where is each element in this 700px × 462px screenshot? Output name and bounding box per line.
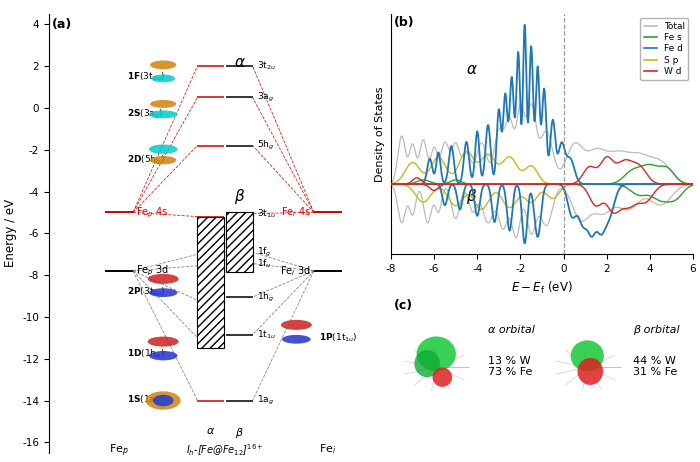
Text: $\alpha$: $\alpha$ (466, 62, 478, 77)
Text: 1t$_{1u}$: 1t$_{1u}$ (257, 328, 276, 341)
Text: 5h$_g$: 5h$_g$ (257, 139, 274, 152)
Ellipse shape (281, 320, 312, 330)
Ellipse shape (414, 350, 440, 377)
Text: 1f$_u$: 1f$_u$ (257, 257, 272, 270)
Text: 3t$_{1u}$: 3t$_{1u}$ (257, 207, 276, 220)
Ellipse shape (149, 288, 178, 297)
Text: $\mathbf{2S}$(3a$_g$): $\mathbf{2S}$(3a$_g$) (127, 108, 163, 121)
Ellipse shape (150, 156, 176, 164)
Ellipse shape (146, 391, 181, 410)
Text: 1f$_g$: 1f$_g$ (257, 246, 272, 259)
Text: α orbital: α orbital (488, 325, 535, 335)
Text: $\mathbf{2D}$(5h$_g$): $\mathbf{2D}$(5h$_g$) (127, 153, 164, 167)
Ellipse shape (149, 351, 178, 360)
Text: 13 % W
73 % Fe: 13 % W 73 % Fe (488, 356, 532, 377)
Text: 3t$_{2u}$: 3t$_{2u}$ (257, 60, 276, 73)
Text: $\mathbf{2P}$(3t$_{1u}$): $\mathbf{2P}$(3t$_{1u}$) (127, 286, 165, 298)
X-axis label: $E-E_\mathrm{f}$ (eV): $E-E_\mathrm{f}$ (eV) (511, 280, 573, 296)
Ellipse shape (282, 335, 311, 344)
Ellipse shape (153, 395, 174, 406)
Text: $I_h$-[Fe@Fe$_{12}$]$^{16+}$: $I_h$-[Fe@Fe$_{12}$]$^{16+}$ (186, 442, 264, 458)
Ellipse shape (578, 358, 603, 385)
Text: $\alpha$: $\alpha$ (234, 55, 246, 70)
Text: 1a$_g$: 1a$_g$ (257, 394, 274, 407)
Text: $\mathbf{1F}$(3t$_{2u}$): $\mathbf{1F}$(3t$_{2u}$) (127, 70, 165, 83)
Text: β orbital: β orbital (633, 325, 679, 335)
Text: Fe$_p$ 4s: Fe$_p$ 4s (136, 205, 169, 219)
Ellipse shape (149, 110, 178, 118)
Text: Fe$_i$ 3d: Fe$_i$ 3d (280, 264, 311, 278)
Ellipse shape (148, 274, 178, 284)
Text: $\mathbf{1S}$(1a$_g$): $\mathbf{1S}$(1a$_g$) (127, 394, 163, 407)
Text: $\beta$: $\beta$ (234, 187, 246, 207)
Legend: Total, Fe s, Fe d, S p, W d: Total, Fe s, Fe d, S p, W d (640, 18, 689, 79)
Ellipse shape (151, 74, 175, 82)
Ellipse shape (149, 145, 178, 154)
Text: Fe$_p$ 3d: Fe$_p$ 3d (136, 264, 169, 278)
Ellipse shape (148, 336, 178, 346)
Text: Fe$_i$ 4s: Fe$_i$ 4s (281, 206, 311, 219)
Text: $\mathbf{1D}$(1h$_g$): $\mathbf{1D}$(1h$_g$) (127, 348, 164, 361)
Ellipse shape (416, 336, 456, 371)
Text: 1h$_g$: 1h$_g$ (257, 291, 274, 304)
Text: Fe$_p$: Fe$_p$ (108, 442, 129, 459)
Bar (226, 213, 253, 272)
Ellipse shape (433, 367, 452, 387)
Y-axis label: Density of States: Density of States (375, 86, 386, 182)
Text: (b): (b) (394, 16, 414, 29)
Text: $\beta$: $\beta$ (235, 426, 244, 439)
Ellipse shape (150, 61, 176, 69)
Y-axis label: Energy / eV: Energy / eV (4, 199, 17, 267)
Text: $\alpha$: $\alpha$ (206, 426, 216, 436)
Text: Fe$_i$: Fe$_i$ (319, 442, 337, 456)
Ellipse shape (150, 100, 176, 108)
Text: $\beta$: $\beta$ (466, 187, 477, 207)
Bar (197, 217, 224, 348)
Text: (a): (a) (52, 18, 72, 31)
Text: 44 % W
31 % Fe: 44 % W 31 % Fe (633, 356, 677, 377)
Text: 3a$_g$: 3a$_g$ (257, 91, 274, 104)
Text: (c): (c) (394, 299, 413, 312)
Text: $\mathbf{1P}$(1t$_{1u}$): $\mathbf{1P}$(1t$_{1u}$) (318, 332, 357, 344)
Ellipse shape (570, 340, 604, 371)
